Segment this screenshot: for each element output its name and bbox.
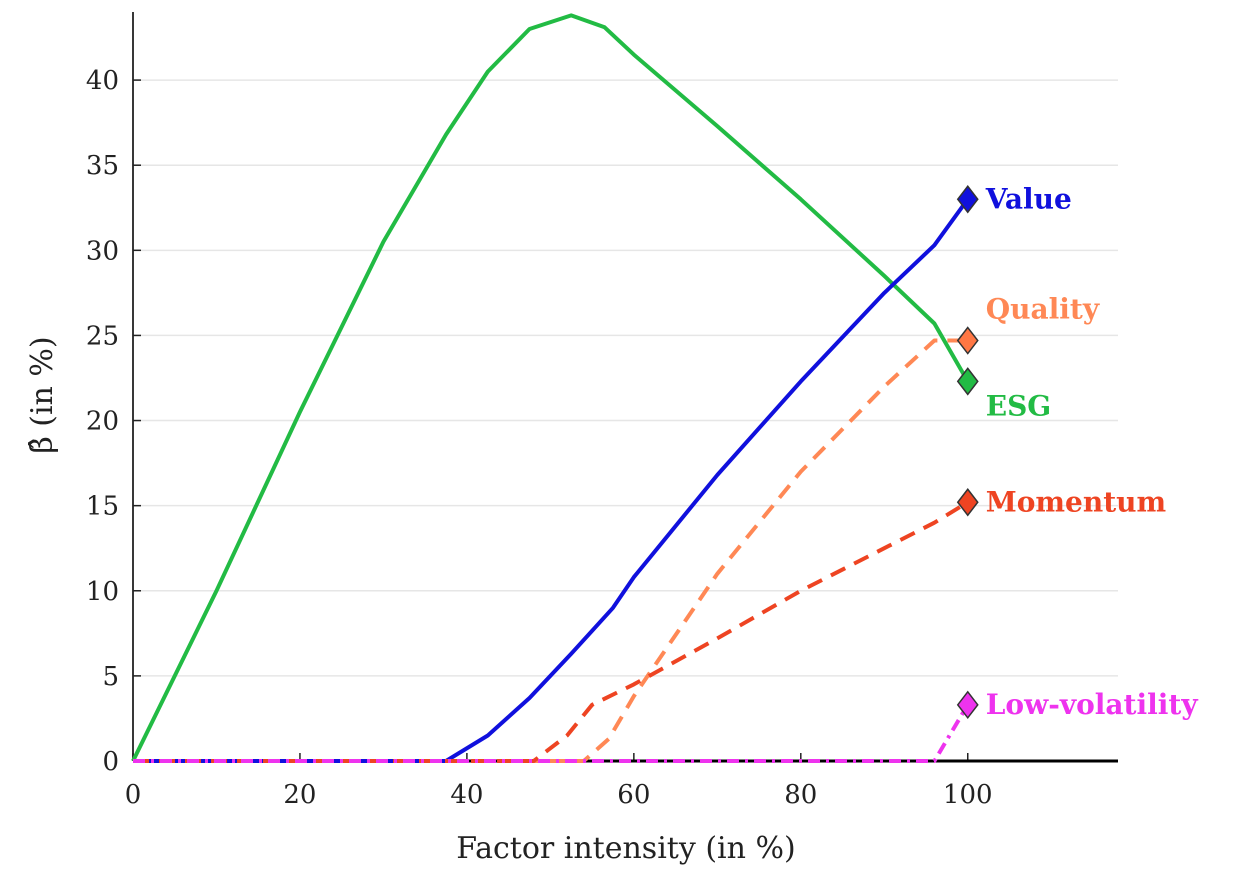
endpoint-marker-momentum: [956, 488, 979, 517]
tick-labels: 0 5 10 15 20 25 30 35 40 0 20 40 60 80 100: [86, 66, 993, 810]
series-line-esg: [131, 13, 970, 762]
y-tick-label: 15: [86, 492, 119, 522]
series-line-low-volatility: [133, 703, 970, 763]
y-tick-label: 35: [86, 151, 119, 181]
series-line-value: [133, 198, 970, 763]
y-tick-label: 20: [86, 407, 119, 437]
y-tick-label: 0: [102, 747, 119, 777]
x-tick-label: 80: [784, 780, 817, 810]
endpoint-marker-low-volatility: [956, 690, 979, 720]
series-label-low-volatility: Low-volatility: [986, 688, 1199, 721]
series-label-value: Value: [985, 182, 1072, 215]
y-axis-title: β̂ (in %): [25, 336, 60, 453]
y-tick-label: 5: [102, 662, 119, 692]
endpoint-marker-quality: [956, 326, 979, 355]
endpoint-marker-esg: [956, 367, 979, 396]
y-tick-label: 10: [86, 577, 119, 607]
x-tick-label: 40: [450, 780, 483, 810]
x-tick-label: 100: [943, 780, 993, 810]
x-axis-title: Factor intensity (in %): [456, 831, 795, 866]
x-tick-label: 60: [617, 780, 650, 810]
endpoint-marker-value: [956, 185, 979, 214]
series-label-esg: ESG: [986, 389, 1051, 422]
x-tick-label: 20: [283, 780, 316, 810]
series-line-momentum: [133, 500, 969, 763]
y-tick-label: 25: [86, 321, 119, 351]
y-tick-label: 40: [86, 66, 119, 96]
endpoint-markers: [956, 185, 979, 720]
y-tick-label: 30: [86, 236, 119, 266]
series-line-quality: [133, 338, 968, 763]
x-tick-label: 0: [125, 780, 142, 810]
series-lines: [131, 13, 970, 763]
series-label-quality: Quality: [986, 293, 1100, 326]
series-label-momentum: Momentum: [986, 485, 1166, 518]
series-labels: ESG Value Quality Momentum Low-volatility: [985, 182, 1199, 721]
